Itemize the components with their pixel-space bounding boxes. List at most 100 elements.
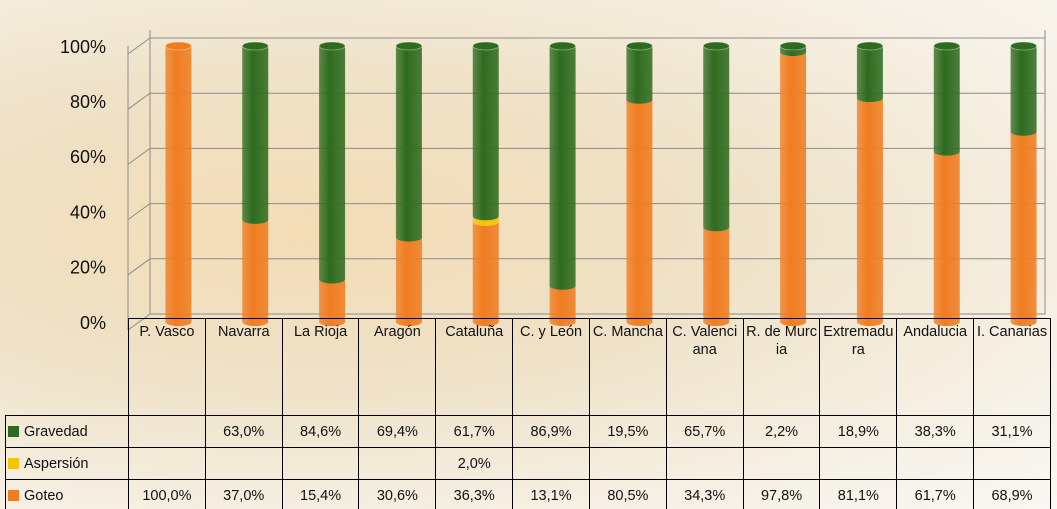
value-label: 61,7%: [436, 416, 513, 448]
cylinder-top: [242, 42, 268, 50]
bar-segment: [934, 152, 960, 326]
bar-segment: [1011, 132, 1037, 326]
x-tick-label: R. de Murcia: [743, 319, 820, 416]
cylinder-top: [934, 42, 960, 50]
x-tick-label: Andalucia: [897, 319, 974, 416]
cylinder-top: [626, 42, 652, 50]
bar-segment: [703, 227, 729, 326]
value-label: 81,1%: [820, 480, 897, 509]
x-tick-label: Aragón: [359, 319, 436, 416]
value-label: 15,4%: [282, 480, 359, 509]
x-tick-label: Cataluña: [436, 319, 513, 416]
bar-segment: [396, 238, 422, 326]
cylinder-top: [165, 42, 191, 50]
x-tick-label: C. Valenciana: [666, 319, 743, 416]
value-label: 19,5%: [589, 416, 666, 448]
value-label: [743, 448, 820, 480]
legend-entry: Aspersión: [6, 448, 129, 480]
bar-segment: [780, 52, 806, 326]
bar-segment: [626, 46, 652, 104]
value-label: [589, 448, 666, 480]
bar-segment: [550, 46, 576, 290]
x-tick-label: Extremadura: [820, 319, 897, 416]
value-label: [129, 416, 206, 448]
value-label: 68,9%: [974, 480, 1051, 509]
value-label: [282, 448, 359, 480]
blank-cell: [6, 319, 129, 416]
x-tick-label: C. y León: [513, 319, 590, 416]
value-label: 97,8%: [743, 480, 820, 509]
y-tick-label: 40%: [70, 202, 106, 222]
cylinder-top: [780, 42, 806, 50]
value-label: [129, 448, 206, 480]
value-label: [820, 448, 897, 480]
value-label: 61,7%: [897, 480, 974, 509]
x-tick-label: Navarra: [205, 319, 282, 416]
bar-segment: [473, 46, 499, 220]
chart: 0%20%40%60%80%100% P. VascoNavarraLa Rio…: [0, 0, 1057, 509]
bar-segment: [319, 46, 345, 283]
value-label: [359, 448, 436, 480]
value-label: 80,5%: [589, 480, 666, 509]
value-label: 2,0%: [436, 448, 513, 480]
bar-segment: [242, 220, 268, 326]
value-label: [205, 448, 282, 480]
series-row: Aspersión 2,0%: [6, 448, 1051, 480]
value-label: [897, 448, 974, 480]
value-label: 13,1%: [513, 480, 590, 509]
cylinder-top: [703, 42, 729, 50]
value-label: 31,1%: [974, 416, 1051, 448]
value-label: 36,3%: [436, 480, 513, 509]
bar-segment: [473, 222, 499, 326]
bar-segment: [165, 46, 191, 326]
y-tick-label: 80%: [70, 92, 106, 112]
value-label: [666, 448, 743, 480]
x-tick-label: P. Vasco: [129, 319, 206, 416]
cylinder-top: [857, 42, 883, 50]
y-tick-label: 20%: [70, 258, 106, 278]
bar-segment: [242, 46, 268, 224]
cylinder-top: [550, 42, 576, 50]
legend-entry: Gravedad: [6, 416, 129, 448]
series-row: Goteo 100,0%37,0%15,4%30,6%36,3%13,1%80,5…: [6, 480, 1051, 509]
value-label: 100,0%: [129, 480, 206, 509]
bar-segment: [857, 46, 883, 102]
x-tick-label: La Rioja: [282, 319, 359, 416]
legend-entry: Goteo: [6, 480, 129, 509]
value-label: 84,6%: [282, 416, 359, 448]
value-label: 2,2%: [743, 416, 820, 448]
value-label: 37,0%: [205, 480, 282, 509]
value-label: 65,7%: [666, 416, 743, 448]
legend-label: Goteo: [24, 488, 64, 504]
value-label: 18,9%: [820, 416, 897, 448]
series-row: Gravedad 63,0%84,6%69,4%61,7%86,9%19,5%65…: [6, 416, 1051, 448]
value-label: 69,4%: [359, 416, 436, 448]
bar-segment: [396, 46, 422, 242]
cylinder-top: [473, 42, 499, 50]
x-tick-label: C. Mancha: [589, 319, 666, 416]
value-label: 86,9%: [513, 416, 590, 448]
legend-swatch: [8, 458, 19, 469]
y-tick-label: 100%: [60, 37, 106, 57]
cylinder-top: [1011, 42, 1037, 50]
legend-swatch: [8, 426, 19, 437]
cylinder-top: [319, 42, 345, 50]
bar-segment: [857, 98, 883, 326]
legend-swatch: [8, 490, 19, 501]
cylinder-top: [396, 42, 422, 50]
bar-segment: [703, 46, 729, 231]
bar-segment: [934, 46, 960, 156]
value-label: [513, 448, 590, 480]
bar-segment: [1011, 46, 1037, 136]
legend-label: Gravedad: [24, 424, 88, 440]
value-label: 30,6%: [359, 480, 436, 509]
bar-segment: [626, 100, 652, 326]
value-label: 63,0%: [205, 416, 282, 448]
y-tick-label: 60%: [70, 147, 106, 167]
value-label: [974, 448, 1051, 480]
x-tick-label: I. Canarias: [974, 319, 1051, 416]
value-label: 34,3%: [666, 480, 743, 509]
value-label: 38,3%: [897, 416, 974, 448]
